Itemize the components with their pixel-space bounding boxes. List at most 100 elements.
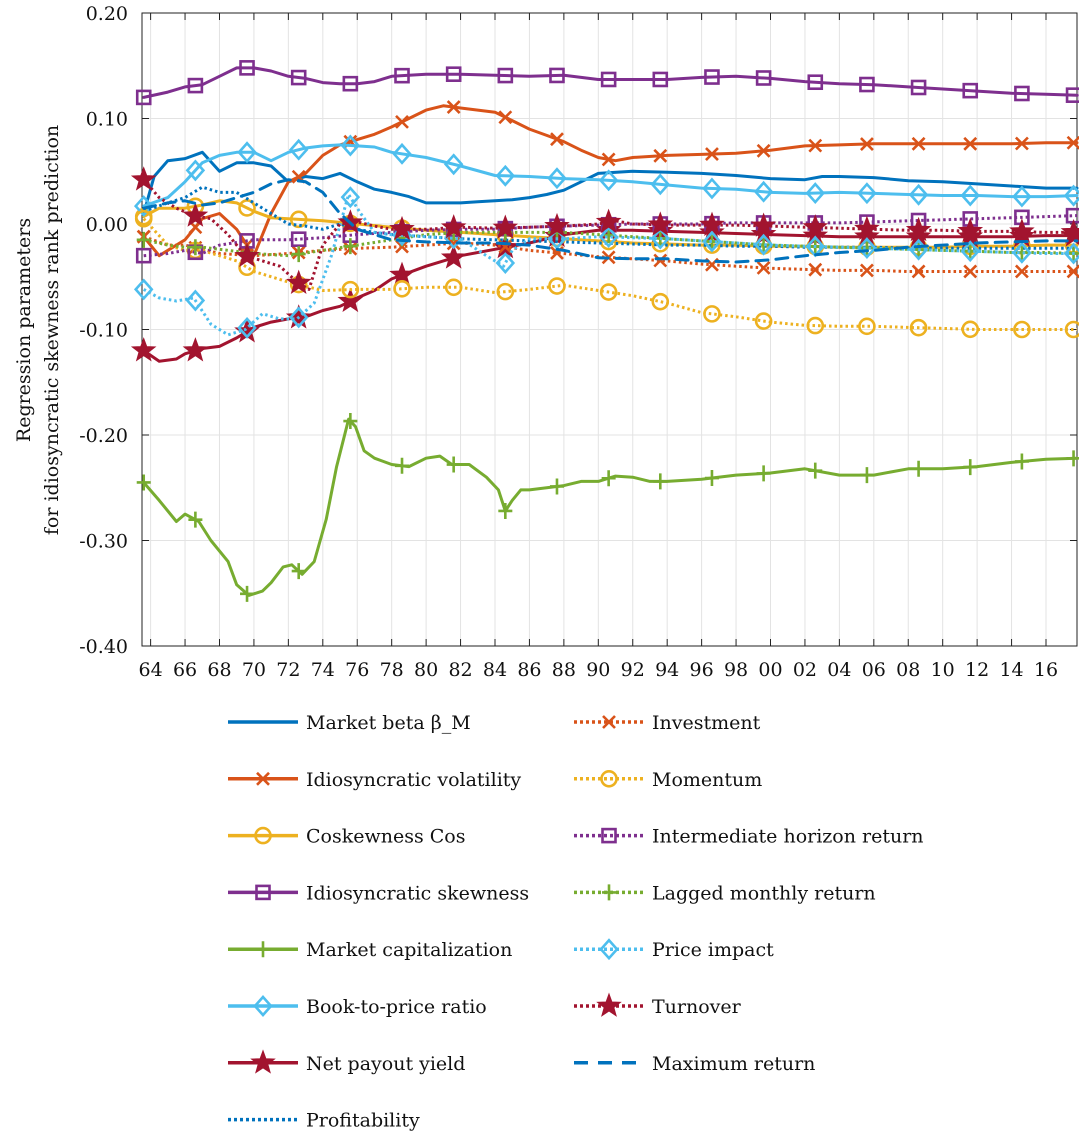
marker-circle	[496, 282, 515, 301]
x-tick-label: 00	[758, 659, 782, 681]
x-tick-label: 16	[1034, 659, 1058, 681]
marker-plus	[602, 884, 616, 901]
marker-circle	[254, 826, 272, 845]
marker-circle	[548, 277, 566, 295]
marker-diamond	[598, 169, 619, 192]
y-tick-label: 0.00	[86, 214, 128, 236]
marker-circle	[600, 769, 618, 788]
marker-x	[756, 143, 771, 158]
legend-label: Market beta β_M	[306, 712, 471, 734]
marker-x	[860, 137, 874, 151]
legend-label: Intermediate horizon return	[652, 826, 924, 848]
series-4	[135, 60, 1079, 106]
marker-x	[1014, 264, 1029, 279]
marker-x	[446, 100, 461, 115]
x-tick-label: 02	[793, 659, 817, 681]
marker-plus	[601, 470, 616, 487]
marker-circle	[806, 316, 825, 335]
series-line	[142, 150, 1079, 215]
marker-x	[808, 138, 823, 153]
y-axis-title-line-1: Regression parameters	[13, 218, 35, 442]
marker-x	[963, 136, 978, 151]
marker-star	[182, 337, 209, 362]
marker-circle	[341, 280, 360, 299]
legend-label: Maximum return	[652, 1053, 815, 1075]
marker-x	[256, 771, 270, 786]
marker-square	[394, 67, 410, 84]
marker-diamond	[133, 278, 154, 301]
marker-star	[389, 215, 415, 241]
marker-square	[1065, 87, 1079, 103]
marker-plus	[653, 473, 668, 490]
marker-diamond	[805, 182, 826, 205]
legend-label: Idiosyncratic volatility	[306, 769, 521, 791]
marker-star	[699, 211, 725, 236]
marker-square	[962, 82, 979, 99]
x-tick-label: 82	[448, 659, 472, 681]
series-15	[142, 178, 1079, 264]
series-6	[133, 134, 1079, 218]
marker-square	[255, 884, 271, 901]
marker-diamond	[598, 226, 619, 248]
series-13	[133, 186, 1079, 339]
marker-plus	[343, 413, 358, 430]
marker-diamond	[650, 173, 671, 196]
x-tick-label: 72	[276, 659, 300, 681]
x-tick-label: 94	[655, 659, 679, 681]
marker-star	[337, 287, 364, 313]
legend: Market beta β_M Idiosyncratic volatility C…	[228, 712, 924, 1131]
x-tick-label: 04	[827, 659, 851, 681]
marker-x	[756, 260, 771, 275]
marker-diamond	[702, 177, 722, 200]
legend-item: Momentum	[574, 769, 762, 791]
marker-diamond	[753, 180, 774, 203]
marker-circle	[909, 318, 928, 337]
marker-square	[290, 69, 307, 86]
legend-label: Profitability	[306, 1110, 420, 1131]
legend-item: Maximum return	[574, 1053, 815, 1075]
x-tick-label: 10	[931, 659, 955, 681]
legend-label: Net payout yield	[306, 1053, 465, 1075]
series-14	[130, 166, 1079, 294]
marker-plus	[136, 474, 151, 491]
marker-x	[1066, 135, 1079, 150]
marker-plus	[446, 456, 461, 473]
marker-plus	[136, 231, 151, 248]
marker-plus	[498, 502, 513, 519]
marker-star	[130, 337, 157, 362]
marker-plus	[395, 457, 410, 474]
series-2	[136, 100, 1079, 258]
legend-label: Lagged monthly return	[652, 882, 876, 904]
marker-plus	[256, 941, 270, 958]
marker-star	[544, 212, 570, 238]
marker-circle	[289, 210, 308, 229]
marker-x	[653, 253, 668, 268]
marker-diamond	[253, 995, 273, 1017]
marker-plus	[963, 459, 978, 476]
marker-square	[497, 67, 514, 84]
marker-diamond	[960, 240, 980, 263]
marker-star	[957, 217, 984, 243]
marker-circle	[393, 279, 411, 298]
marker-plus	[1066, 450, 1079, 467]
marker-diamond	[495, 164, 516, 187]
data-series	[130, 60, 1079, 602]
marker-square	[187, 77, 204, 94]
legend-item: Intermediate horizon return	[574, 826, 924, 848]
marker-star	[647, 211, 674, 236]
marker-square	[135, 247, 152, 264]
y-tick-label: 0.20	[86, 3, 128, 25]
x-tick-label: 66	[173, 659, 197, 681]
y-tick-label: 0.10	[86, 109, 128, 131]
legend-label: Market capitalization	[306, 939, 512, 961]
marker-square	[290, 231, 307, 247]
x-tick-label: 86	[517, 659, 541, 681]
marker-square	[652, 71, 669, 88]
marker-star	[492, 214, 519, 239]
marker-diamond	[340, 134, 361, 157]
legend-item: Profitability	[228, 1110, 420, 1131]
marker-circle	[1064, 320, 1079, 339]
marker-plus	[549, 478, 564, 495]
marker-plus	[704, 470, 719, 487]
y-tick-label: -0.30	[79, 531, 128, 553]
